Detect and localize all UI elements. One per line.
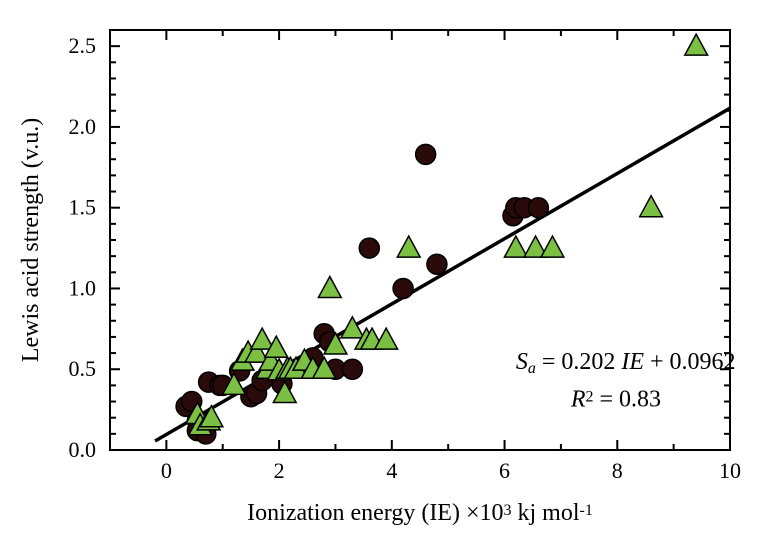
data-point-circle: [427, 254, 447, 274]
data-point-circle: [393, 278, 413, 298]
data-point-triangle: [640, 196, 663, 217]
equation-line-1: Sa = 0.202 IE + 0.0962: [516, 349, 736, 377]
data-point-circle: [359, 238, 379, 258]
y-tick-label: 2.5: [69, 33, 97, 58]
chart-svg: 0 2 4 6 8 10 0.0 0.5 1.0 1.5 2.0 2.5 Sa = 0.202 IE +…: [0, 0, 774, 555]
data-point-circle: [416, 144, 436, 164]
x-tick-label: 0: [161, 458, 172, 483]
x-tick-label: 8: [612, 458, 623, 483]
x-tick-label: 10: [719, 458, 741, 483]
data-point-triangle: [397, 236, 420, 257]
data-point-triangle: [318, 276, 341, 297]
y-tick-label: 2.0: [69, 114, 97, 139]
data-point-circle: [342, 359, 362, 379]
y-tick-label: 1.0: [69, 275, 97, 300]
y-axis-title: Lewis acid strength (v.u.): [18, 118, 44, 362]
x-tick-label: 6: [499, 458, 510, 483]
data-point-triangle: [341, 317, 364, 338]
scatter-chart: 0 2 4 6 8 10 0.0 0.5 1.0 1.5 2.0 2.5 Sa = 0.202 IE +…: [0, 0, 774, 555]
x-tick-label: 4: [386, 458, 397, 483]
data-point-circle: [528, 198, 548, 218]
y-tick-label: 1.5: [69, 195, 97, 220]
y-tick-label: 0.0: [69, 437, 97, 462]
x-tick-label: 2: [274, 458, 285, 483]
equation-line-2: R2 = 0.83: [570, 386, 661, 412]
data-point-triangle: [504, 236, 527, 257]
x-axis-title: Ionization energy (IE) ×103 kj mol-1: [247, 500, 593, 526]
data-point-triangle: [685, 34, 708, 55]
y-tick-label: 0.5: [69, 356, 97, 381]
data-point-triangle: [541, 236, 564, 257]
